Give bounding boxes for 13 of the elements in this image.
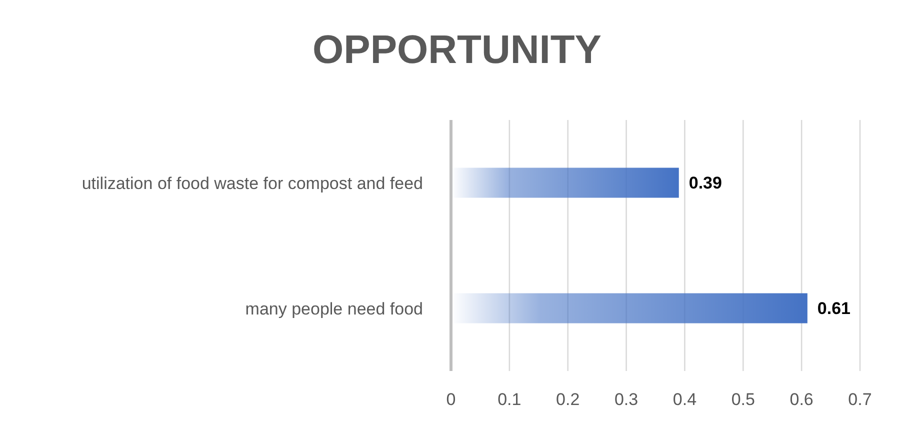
x-tick-label: 0 [446,390,456,410]
x-tick-label: 0.5 [731,390,755,410]
x-tick-label: 0.6 [790,390,814,410]
chart-title: OPPORTUNITY [312,28,602,73]
x-tick-label: 0.3 [614,390,638,410]
x-tick-label: 0.1 [498,390,522,410]
x-tick-label: 0.7 [848,390,872,410]
y-tick-label: many people need food [245,299,423,318]
data-label: 0.61 [817,299,851,318]
data-label: 0.39 [688,174,722,193]
x-tick-label: 0.4 [672,390,697,410]
x-tick-label: 0.2 [556,390,580,410]
y-tick-label: utilization of food waste for compost and feed [82,174,423,193]
